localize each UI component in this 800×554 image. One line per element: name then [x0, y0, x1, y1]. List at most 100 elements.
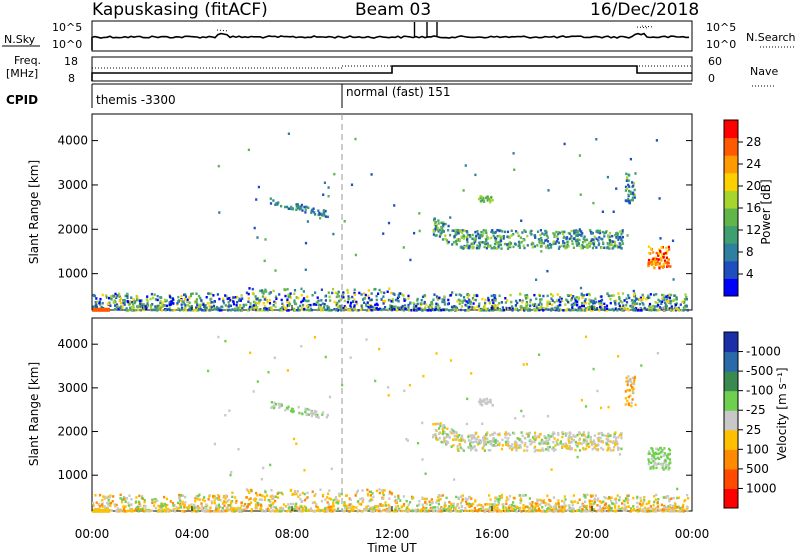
data-cell — [504, 436, 507, 439]
data-cell — [450, 432, 453, 435]
noise-left-label: N.Sky — [4, 33, 36, 46]
data-cell — [207, 369, 210, 373]
data-cell — [202, 506, 205, 510]
data-cell — [423, 497, 426, 501]
data-cell — [614, 506, 617, 509]
data-cell — [462, 247, 465, 250]
data-cell — [684, 307, 687, 310]
data-cell — [309, 303, 312, 307]
data-cell — [448, 505, 451, 508]
data-cell — [581, 301, 584, 305]
data-cell — [347, 295, 350, 298]
data-cell — [454, 229, 457, 232]
data-cell — [567, 440, 571, 443]
data-cell — [266, 494, 269, 497]
data-cell — [353, 288, 356, 291]
data-cell — [170, 300, 173, 303]
data-cell — [99, 297, 102, 301]
data-cell — [664, 301, 667, 304]
data-cell — [327, 503, 330, 506]
data-cell — [618, 433, 621, 437]
data-cell — [324, 498, 327, 501]
data-cell — [111, 500, 114, 503]
data-cell — [203, 305, 206, 308]
data-cell — [546, 440, 549, 443]
data-cell — [328, 395, 332, 399]
data-cell — [120, 509, 123, 513]
cpid-strip: CPID themis -3300 normal (fast) 151 — [6, 83, 692, 108]
data-cell — [224, 509, 227, 513]
data-cell — [585, 510, 588, 513]
data-cell — [474, 440, 477, 443]
data-cell — [197, 306, 200, 309]
data-cell — [559, 296, 562, 299]
time-tick-label: 12:00 — [375, 527, 410, 541]
data-cell — [394, 298, 397, 302]
data-cell — [121, 305, 124, 308]
data-cell — [323, 214, 326, 217]
data-cell — [657, 448, 660, 452]
data-cell — [562, 240, 565, 243]
data-cell — [569, 294, 573, 297]
data-cell — [670, 508, 673, 512]
data-cell — [600, 301, 603, 305]
data-cell — [458, 506, 461, 509]
data-cell — [203, 506, 207, 510]
data-cell — [441, 300, 444, 304]
data-cell — [626, 187, 629, 190]
data-cell — [623, 299, 626, 302]
data-cell — [618, 242, 621, 245]
data-cell — [184, 495, 187, 499]
data-cell — [630, 404, 633, 408]
data-cell — [655, 447, 658, 450]
data-cell — [606, 175, 609, 179]
data-cell — [546, 494, 549, 498]
data-cell — [538, 240, 542, 243]
data-cell — [664, 453, 667, 457]
data-cell — [181, 509, 184, 513]
data-cell — [660, 503, 663, 507]
data-cell — [360, 503, 363, 506]
data-cell — [297, 495, 300, 498]
data-cell — [647, 510, 650, 513]
data-cell — [463, 234, 466, 238]
data-cell — [134, 308, 137, 312]
data-cell — [534, 302, 537, 306]
data-cell — [259, 298, 262, 302]
data-cell — [661, 297, 664, 300]
data-cell — [661, 466, 664, 469]
data-cell — [600, 298, 604, 302]
data-cell — [111, 294, 114, 298]
data-cell — [663, 261, 666, 265]
data-cell — [454, 506, 457, 510]
data-cell — [302, 509, 306, 512]
data-cell — [456, 300, 459, 303]
data-cell — [460, 439, 463, 442]
data-cell — [354, 253, 357, 257]
data-cell — [560, 244, 563, 248]
data-cell — [528, 497, 531, 500]
data-cell — [541, 447, 544, 450]
data-cell — [401, 304, 404, 308]
data-cell — [224, 339, 227, 343]
data-cell — [573, 297, 577, 300]
data-cell — [592, 302, 595, 305]
freq-left-tick-top: 18 — [64, 55, 78, 68]
data-cell — [492, 298, 495, 301]
data-cell — [245, 303, 248, 307]
data-cell — [658, 452, 661, 455]
data-cell — [566, 447, 569, 450]
data-cell — [544, 448, 548, 451]
data-cell — [295, 442, 298, 445]
data-cell — [648, 296, 651, 299]
data-cell — [209, 298, 212, 301]
data-cell — [140, 299, 143, 302]
data-cell — [206, 302, 209, 305]
data-cell — [144, 507, 147, 511]
noise-right-tick-bottom: 10^0 — [706, 38, 736, 51]
data-cell — [585, 302, 588, 305]
data-cell — [586, 308, 589, 311]
data-cell — [402, 294, 405, 297]
data-cell — [449, 506, 452, 509]
data-cell — [546, 445, 549, 449]
